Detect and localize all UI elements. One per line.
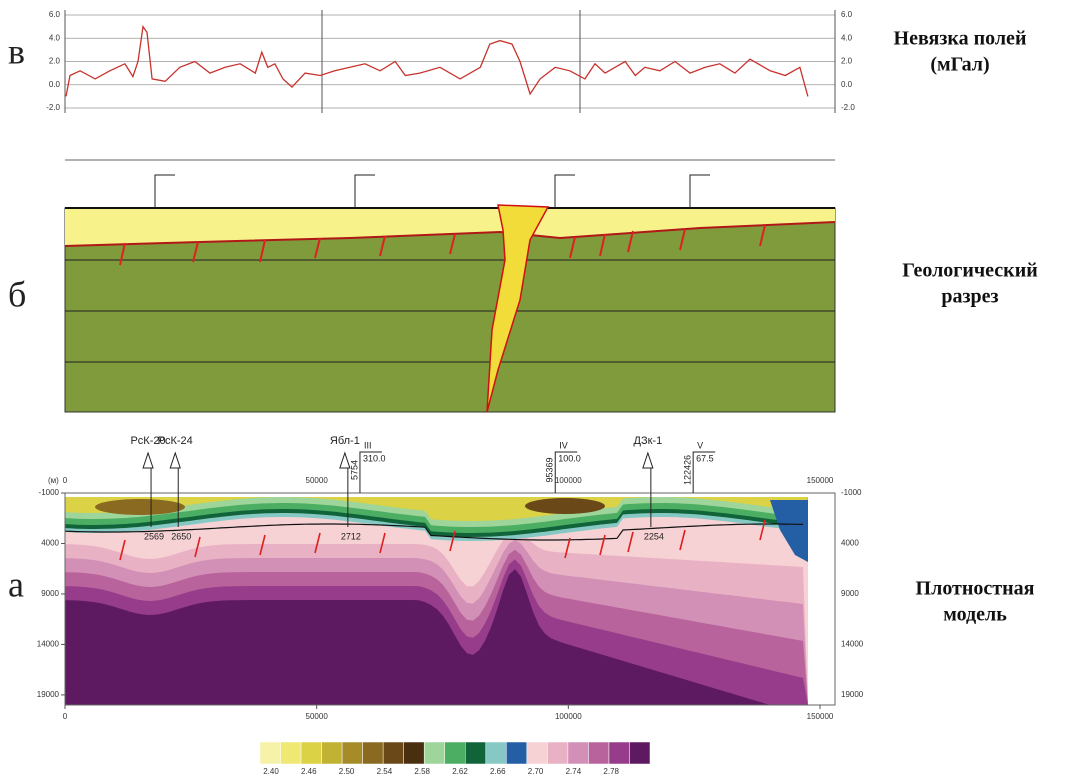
y-tick-label: -2.0 — [841, 103, 855, 112]
well-symbols — [155, 175, 710, 208]
well-marker — [143, 453, 153, 468]
x-tick-label: 0 — [63, 712, 68, 721]
profile-number: IV — [559, 440, 568, 450]
y-tick-label: 0.0 — [49, 80, 61, 89]
y-tick-label: 4.0 — [49, 33, 61, 42]
y-tick-label: 2.0 — [841, 57, 853, 66]
colorbar-swatch — [363, 742, 384, 764]
y-tick-label: 19000 — [841, 690, 864, 699]
density-field — [65, 497, 808, 705]
profile-number: III — [364, 440, 372, 450]
colorbar-label: 2.66 — [490, 767, 506, 776]
colorbar-swatch — [281, 742, 302, 764]
profile-value: 67.5 — [696, 453, 714, 463]
colorbar-swatch — [609, 742, 630, 764]
colorbar-swatch — [465, 742, 486, 764]
panel-title: разрез — [941, 286, 998, 308]
y-tick-label: 2.0 — [49, 57, 61, 66]
well-name: ДЗк-1 — [634, 435, 663, 447]
colorbar-swatch — [260, 742, 281, 764]
x-tick-label: 50000 — [306, 712, 329, 721]
panel-label: в — [8, 31, 25, 71]
y-tick-label: 14000 — [841, 640, 864, 649]
profile-value: 310.0 — [363, 453, 386, 463]
colorbar-label: 2.74 — [566, 767, 582, 776]
y-tick-label: 4.0 — [841, 33, 853, 42]
y-tick-label: -1000 — [39, 488, 60, 497]
colorbar-label: 2.62 — [452, 767, 468, 776]
panel-title: Геологический — [902, 260, 1038, 282]
colorbar-swatch — [404, 742, 425, 764]
figure: в Невязка полей (мГал) -2.0 -2.0 0.0 0.0 2.0 2.0… — [0, 0, 1075, 782]
profile-number: V — [697, 440, 703, 450]
x-tick-label: 0 — [63, 476, 68, 485]
colorbar-swatch — [568, 742, 589, 764]
panel-title: Невязка полей — [894, 28, 1027, 50]
colorbar-label: 2.58 — [414, 767, 430, 776]
well-name: РсК-24 — [158, 435, 193, 447]
well-marker — [643, 453, 653, 468]
well-depth: 2712 — [341, 531, 361, 541]
colorbar-label: 2.78 — [603, 767, 619, 776]
density-layer — [525, 498, 605, 514]
colorbar-swatch — [629, 742, 650, 764]
x-tick-label: 100000 — [555, 712, 582, 721]
well-name: Ябл-1 — [330, 435, 360, 447]
colorbar-label: 2.70 — [528, 767, 544, 776]
colorbar-swatch — [588, 742, 609, 764]
colorbar-swatch — [383, 742, 404, 764]
profile-code: 122426 — [683, 455, 693, 485]
colorbar-label: 2.46 — [301, 767, 317, 776]
colorbar-swatch — [445, 742, 466, 764]
colorbar-label: 2.40 — [263, 767, 279, 776]
colorbar-swatch — [424, 742, 445, 764]
colorbar-swatch — [506, 742, 527, 764]
colorbar-swatch — [527, 742, 548, 764]
y-tick-label: -1000 — [841, 488, 862, 497]
density-layer — [95, 499, 185, 515]
colorbar-label: 2.50 — [339, 767, 355, 776]
profile-value: 100.0 — [558, 453, 581, 463]
colorbar-label: 2.54 — [377, 767, 393, 776]
y-unit: (м) — [48, 476, 59, 485]
colorbar-swatch — [486, 742, 507, 764]
profile-code: 95369 — [545, 457, 555, 482]
y-tick-label: 14000 — [37, 640, 60, 649]
x-tick-label: 150000 — [807, 476, 834, 485]
well-marker — [170, 453, 180, 468]
colorbar-swatch — [322, 742, 343, 764]
y-tick-label: 9000 — [841, 589, 859, 598]
y-tick-label: 0.0 — [841, 80, 853, 89]
panel-label: а — [8, 564, 24, 604]
well-depth: 2569 — [144, 531, 164, 541]
y-tick-label: 9000 — [41, 589, 59, 598]
x-tick-label: 150000 — [807, 712, 834, 721]
panel-title: модель — [943, 604, 1007, 626]
panel-title: (мГал) — [930, 54, 989, 76]
y-tick-label: 6.0 — [841, 10, 853, 19]
y-tick-label: 4000 — [41, 539, 59, 548]
well-depth: 2650 — [171, 531, 191, 541]
x-tick-label: 50000 — [306, 476, 329, 485]
colorbar-swatch — [547, 742, 568, 764]
y-tick-label: 6.0 — [49, 10, 61, 19]
y-tick-label: 19000 — [37, 690, 60, 699]
panel-label: б — [8, 274, 26, 314]
panel-title: Плотностная — [916, 578, 1035, 600]
colorbar-swatch — [301, 742, 322, 764]
geological-section — [65, 160, 835, 412]
x-tick-label: 100000 — [555, 476, 582, 485]
profile-code: 5754 — [349, 460, 359, 480]
y-tick-label: -2.0 — [46, 103, 60, 112]
y-tick-label: 4000 — [841, 539, 859, 548]
well-depth: 2254 — [644, 531, 664, 541]
colorbar-swatch — [342, 742, 363, 764]
